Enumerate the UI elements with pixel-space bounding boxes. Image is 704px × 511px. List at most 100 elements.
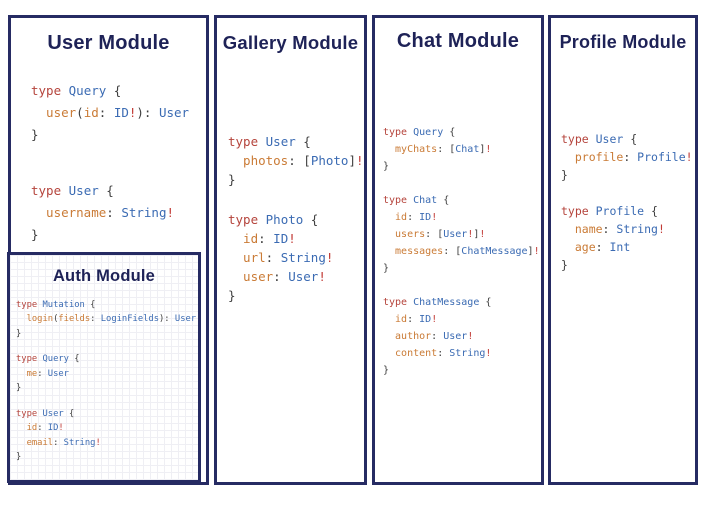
- code-token: ID: [419, 212, 432, 223]
- code-line: myChats: [Chat]!: [383, 141, 541, 158]
- module-panel-auth: Auth Module type Mutation { login(fields…: [7, 252, 201, 483]
- code-line: author: User!: [383, 328, 541, 345]
- code-token: :: [443, 246, 456, 257]
- code-token: id: [83, 105, 99, 120]
- code-line: login(fields: LoginFields): User: [16, 312, 198, 327]
- code-token: String: [280, 250, 326, 266]
- code-token: type: [383, 195, 414, 206]
- code-token: }: [228, 172, 236, 188]
- code-token: String: [449, 348, 486, 359]
- code-token: String: [616, 221, 658, 236]
- code-token: Chat: [413, 195, 444, 206]
- code-token: !: [355, 153, 364, 169]
- module-panel-chat: Chat Module type Query { myChats: [Chat]…: [372, 15, 544, 485]
- code-line: id: ID!: [228, 229, 364, 248]
- code-line: type User {: [561, 130, 695, 148]
- code-token: user: [228, 269, 274, 285]
- panel-title-gallery: Gallery Module: [222, 32, 359, 53]
- code-token: }: [561, 167, 568, 182]
- code-line: type User {: [16, 407, 198, 422]
- code-line: type Chat {: [383, 192, 541, 209]
- code-token: ID: [47, 423, 59, 434]
- code-token: Profile: [637, 149, 686, 164]
- code-token: [: [437, 229, 444, 240]
- code-line: type Mutation {: [16, 298, 198, 313]
- code-token: {: [449, 127, 456, 138]
- code-line: type Query {: [16, 352, 198, 367]
- code-token: [: [449, 144, 456, 155]
- code-token: user: [31, 105, 77, 120]
- code-token: User: [288, 269, 319, 285]
- code-token: }: [31, 127, 39, 142]
- code-line: }: [31, 124, 206, 146]
- code-token: !: [431, 314, 438, 325]
- code-token: String: [121, 205, 167, 220]
- code-token: id: [228, 231, 259, 247]
- code-token: ]: [348, 153, 356, 169]
- code-line: photos: [Photo]!: [228, 151, 364, 170]
- code-block: type Chat { id: ID! users: [User!]! mess…: [383, 192, 541, 277]
- code-token: username: [31, 205, 107, 220]
- code-token: Query: [413, 127, 450, 138]
- code-token: :: [288, 153, 304, 169]
- code-token: {: [106, 183, 114, 198]
- code-token: User: [443, 331, 468, 342]
- code-token: !: [431, 212, 438, 223]
- code-token: :: [273, 269, 289, 285]
- code-token: type: [31, 183, 69, 198]
- code-token: id: [383, 212, 408, 223]
- code-token: :: [595, 239, 610, 254]
- code-token: photos: [228, 153, 289, 169]
- code-token: type: [16, 354, 43, 365]
- code-token: }: [16, 452, 22, 463]
- code-token: Int: [609, 239, 631, 254]
- code-token: :: [37, 423, 48, 434]
- code-token: }: [561, 257, 568, 272]
- code-token: :: [37, 368, 48, 379]
- module-panel-gallery: Gallery Module type User { photos: [Phot…: [214, 15, 367, 485]
- code-token: {: [90, 299, 96, 310]
- code-token: {: [303, 134, 311, 150]
- code-token: Photo: [265, 212, 311, 228]
- code-token: {: [113, 83, 122, 98]
- code-token: !: [467, 229, 474, 240]
- code-token: type: [228, 212, 266, 228]
- code-token: fields: [58, 314, 91, 325]
- code-token: :: [431, 331, 444, 342]
- code-token: User: [42, 408, 69, 419]
- code-token: !: [288, 231, 296, 247]
- code-token: Photo: [310, 153, 349, 169]
- code-token: type: [31, 83, 69, 98]
- code-token: [: [303, 153, 311, 169]
- code-line: type Query {: [383, 124, 541, 141]
- code-line: id: ID!: [383, 209, 541, 226]
- code-token: !: [485, 348, 492, 359]
- code-token: }: [383, 365, 390, 376]
- code-token: ):: [159, 314, 175, 325]
- code-token: }: [383, 263, 390, 274]
- code-token: type: [16, 299, 43, 310]
- code-token: {: [651, 203, 658, 218]
- panel-title-profile: Profile Module: [559, 32, 687, 52]
- code-token: ]: [527, 246, 534, 257]
- code-token: Query: [42, 354, 75, 365]
- module-panel-profile: Profile Module type User { profile: Prof…: [548, 15, 698, 485]
- code-line: }: [383, 362, 541, 379]
- code-line: }: [31, 224, 206, 246]
- code-line: }: [16, 450, 198, 465]
- code-line: user(id: ID!): User: [31, 102, 206, 124]
- code-line: users: [User!]!: [383, 226, 541, 243]
- code-block: type Query { me: User}: [16, 352, 198, 396]
- code-line: username: String!: [31, 202, 206, 224]
- code-token: author: [383, 331, 432, 342]
- code-token: String: [63, 437, 96, 448]
- code-block: type Photo { id: ID! url: String! user: …: [228, 210, 364, 305]
- code-token: :: [90, 314, 101, 325]
- code-line: id: ID!: [16, 421, 198, 436]
- code-token: User: [443, 229, 468, 240]
- code-token: type: [561, 131, 596, 146]
- code-token: :: [437, 144, 450, 155]
- code-line: type User {: [228, 132, 364, 151]
- code-token: ChatMessage: [461, 246, 528, 257]
- code-token: User: [158, 105, 190, 120]
